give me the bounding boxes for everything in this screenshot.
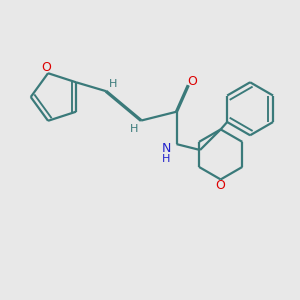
Text: H: H	[130, 124, 138, 134]
Text: O: O	[187, 75, 197, 88]
Text: O: O	[42, 61, 52, 74]
Text: O: O	[216, 179, 226, 192]
Text: H: H	[162, 154, 170, 164]
Text: N: N	[161, 142, 171, 155]
Text: H: H	[109, 79, 117, 89]
